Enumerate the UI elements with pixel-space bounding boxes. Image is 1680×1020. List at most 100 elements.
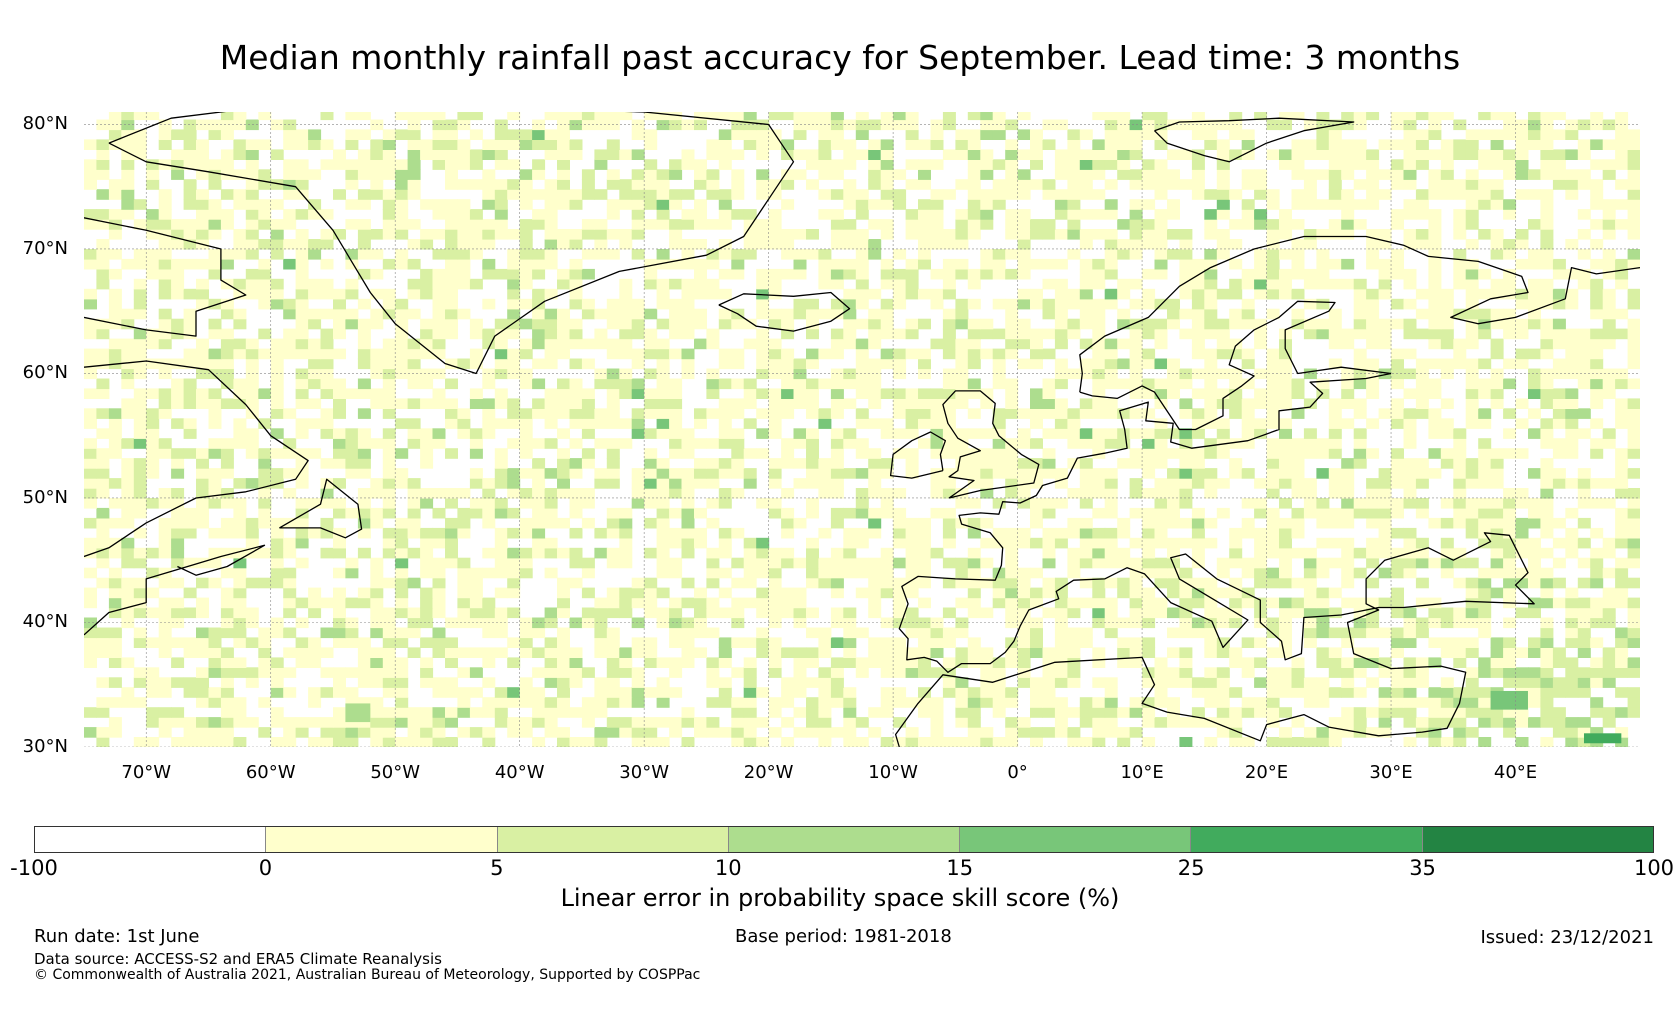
skill-cell [843, 338, 857, 350]
skill-cell [1391, 358, 1404, 370]
skill-cell [1154, 328, 1168, 340]
skill-cell [1540, 378, 1554, 390]
skill-cell [420, 268, 434, 280]
skill-cell [445, 617, 458, 629]
skill-cell [1067, 159, 1081, 170]
skill-cell [930, 159, 944, 170]
skill-cell [1341, 258, 1355, 270]
skill-cell [557, 637, 570, 648]
skill-cell [1005, 717, 1019, 728]
skill-cell [644, 478, 658, 489]
skill-cell [669, 239, 683, 250]
skill-cell [96, 637, 110, 648]
skill-cell [992, 667, 1006, 678]
skill-cell [1117, 129, 1131, 140]
skill-cell [656, 112, 670, 121]
skill-cell [1229, 737, 1243, 747]
skill-cell [395, 229, 409, 240]
skill-cell [1615, 398, 1629, 409]
skill-cell [507, 478, 521, 489]
skill-cell [1092, 717, 1106, 728]
skill-cell [868, 607, 882, 619]
skill-cell [258, 209, 272, 220]
skill-cell [1478, 149, 1492, 160]
skill-cell [818, 667, 832, 678]
skill-cell [868, 358, 882, 370]
skill-cell [756, 547, 770, 559]
skill-cell [631, 308, 645, 320]
skill-cell [1615, 458, 1629, 469]
skill-cell [681, 159, 695, 170]
skill-cell [382, 229, 396, 240]
skill-cell [557, 448, 570, 459]
skill-cell [905, 607, 919, 619]
skill-cell [1440, 169, 1454, 180]
skill-cell [1179, 428, 1193, 439]
skill-cell [880, 268, 894, 280]
skill-cell [1465, 498, 1479, 509]
skill-cell [196, 149, 209, 160]
skill-cell [1079, 478, 1093, 489]
skill-cell [1054, 378, 1068, 390]
skill-cell [183, 229, 197, 240]
skill-cell [694, 647, 707, 658]
skill-cell [1303, 687, 1317, 698]
skill-cell [96, 348, 110, 360]
skill-cell [1627, 498, 1640, 509]
skill-cell [1627, 189, 1640, 200]
skill-cell [718, 647, 732, 658]
skill-cell [1079, 189, 1093, 200]
skill-cell [1328, 199, 1342, 210]
skill-cell [1229, 318, 1243, 330]
skill-cell [942, 288, 956, 300]
skill-cell [283, 219, 297, 230]
skill-cell [855, 587, 869, 599]
skill-cell [283, 209, 297, 220]
skill-cell [482, 268, 496, 280]
skill-cell [731, 249, 745, 260]
skill-cell [581, 408, 595, 419]
skill-cell [1017, 239, 1031, 250]
skill-cell [1552, 478, 1566, 489]
skill-cell [258, 348, 272, 360]
skill-cell [1503, 209, 1517, 220]
skill-cell [1204, 577, 1218, 589]
skill-cell [1117, 657, 1131, 668]
skill-cell [1303, 189, 1317, 200]
skill-cell [1403, 657, 1417, 668]
skill-cell [482, 418, 496, 429]
skill-cell [1366, 507, 1380, 519]
skill-cell [370, 368, 384, 380]
skill-cell [245, 677, 259, 688]
skill-cell [1540, 468, 1554, 479]
skill-cell [980, 448, 994, 459]
skill-cell [407, 418, 421, 429]
skill-cell [1279, 219, 1292, 230]
skill-cell [1552, 707, 1566, 718]
skill-cell [208, 368, 222, 380]
skill-cell [1079, 717, 1093, 728]
skill-cell [1415, 498, 1429, 509]
skill-cell [1030, 408, 1043, 419]
skill-cell [1266, 368, 1280, 380]
skill-cell [1565, 298, 1579, 310]
skill-cell [407, 717, 421, 728]
skill-cell [108, 298, 122, 310]
skill-cell [1142, 488, 1156, 499]
skill-cell [1391, 557, 1404, 569]
skill-cell [1154, 358, 1168, 370]
skill-cell [494, 647, 508, 658]
skill-cell [1303, 119, 1317, 131]
skill-cell [718, 547, 732, 559]
skill-cell [345, 468, 359, 479]
skill-cell [494, 139, 508, 150]
skill-cell [1602, 288, 1616, 300]
skill-cell [1079, 527, 1093, 539]
skill-cell [1167, 119, 1180, 131]
skill-cell [295, 717, 309, 728]
skill-cell [1254, 557, 1268, 569]
skill-cell [1079, 229, 1093, 240]
skill-cell [445, 547, 458, 559]
skill-cell [843, 318, 857, 330]
skill-cell [955, 209, 969, 220]
